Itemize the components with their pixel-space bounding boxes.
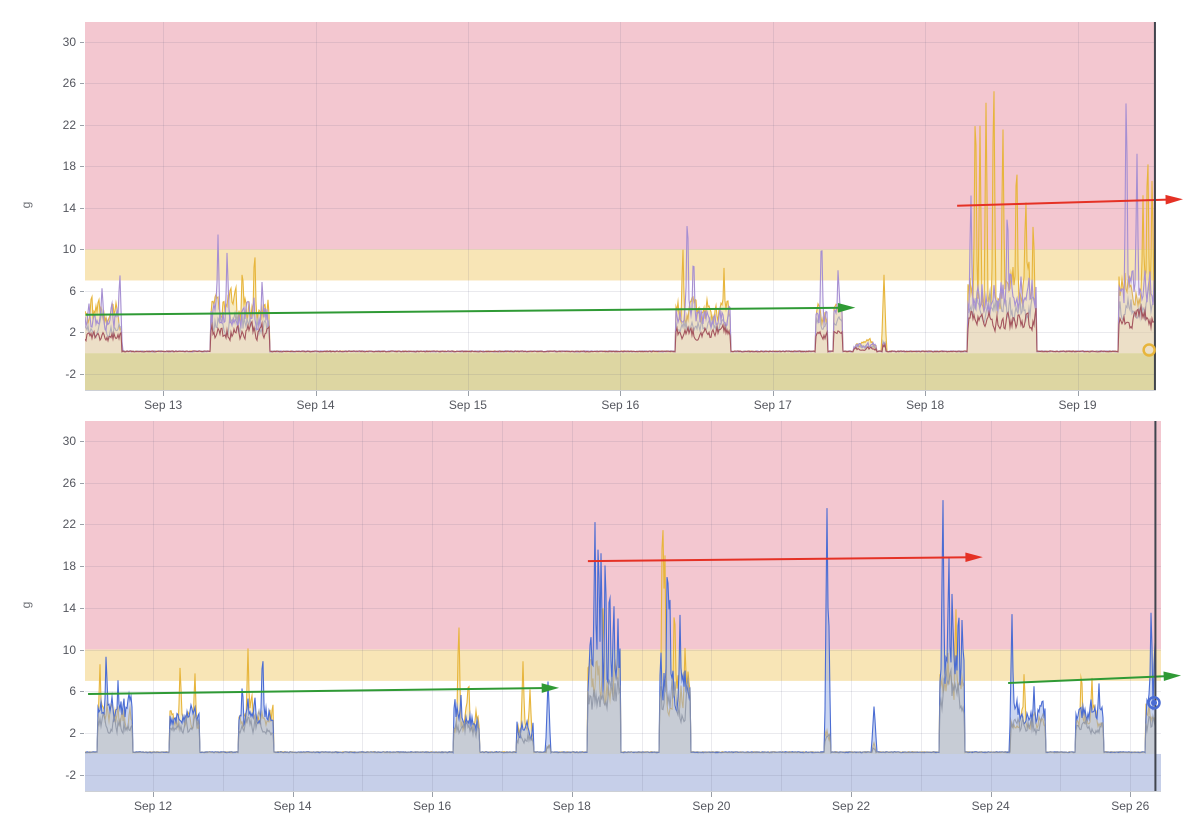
x-tick-label: Sep 22 [832, 799, 871, 813]
x-tick-label: Sep 16 [601, 398, 640, 412]
y-axis-label: g [19, 201, 33, 209]
x-tick-label: Sep 16 [413, 799, 452, 813]
x-tick-label: Sep 13 [144, 398, 183, 412]
y-tick-label: 30 [62, 34, 76, 49]
x-tick-label: Sep 19 [1058, 398, 1097, 412]
y-tick-label: 22 [62, 517, 76, 532]
y-tick-label: 18 [62, 559, 76, 574]
x-tick-label: Sep 26 [1111, 799, 1150, 813]
y-tick-label: 26 [62, 76, 76, 91]
x-tick-label: Sep 18 [906, 398, 945, 412]
y-axis-label: g [19, 601, 33, 609]
y-tick-label: 14 [62, 200, 76, 215]
y-tick-label: 14 [62, 600, 76, 615]
y-tick-label: 26 [62, 475, 76, 490]
x-tick-label: Sep 14 [296, 398, 335, 412]
y-tick-label: 30 [62, 433, 76, 448]
x-tick-label: Sep 17 [753, 398, 792, 412]
chart-top: g -2 2 6 10 14 18 22 26 30 Sep 13 Sep 14 Sep 15 Sep … [0, 0, 1200, 417]
y-tick-label: 18 [62, 159, 76, 174]
bottom-chart-canvas[interactable] [0, 417, 1200, 836]
y-tick-label: 2 [69, 726, 76, 741]
x-tick-label: Sep 20 [692, 799, 731, 813]
y-tick-label: 10 [62, 242, 76, 257]
y-tick-label: -2 [65, 366, 76, 381]
y-tick-label: 2 [69, 325, 76, 340]
x-tick-label: Sep 12 [133, 799, 172, 813]
y-tick-label: -2 [65, 767, 76, 782]
y-tick-label: 6 [69, 684, 76, 699]
x-tick-label: Sep 18 [552, 799, 591, 813]
top-chart-canvas[interactable] [0, 0, 1200, 417]
y-tick-label: 10 [62, 642, 76, 657]
x-tick-label: Sep 14 [273, 799, 312, 813]
x-tick-label: Sep 15 [448, 398, 487, 412]
y-tick-label: 6 [69, 283, 76, 298]
x-tick-label: Sep 24 [971, 799, 1010, 813]
chart-bottom: g -2 2 6 10 14 18 22 26 30 Sep 12 Sep 14 Sep 16 Sep … [0, 417, 1200, 836]
y-tick-label: 22 [62, 117, 76, 132]
